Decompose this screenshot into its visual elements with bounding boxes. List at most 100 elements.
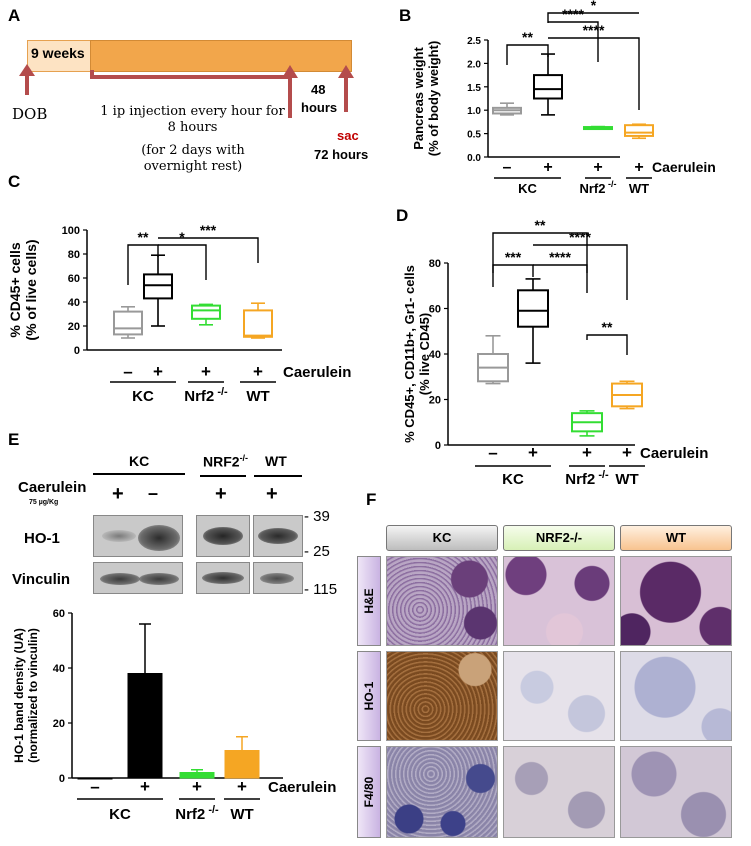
t72-label: 72 hours <box>314 147 369 162</box>
chart-c: 0 20 40 60 80 100 % CD45+ cells(% of live cell… <box>7 222 351 405</box>
significance-bracket <box>533 244 628 300</box>
y-tick-label: 40 <box>429 349 441 361</box>
group-label: Nrf2 -/- <box>175 804 219 823</box>
blot-sign-4: + <box>266 483 278 505</box>
histo-f480-wt <box>620 746 732 838</box>
bar <box>224 750 260 779</box>
histo-row-he: H&E <box>357 556 381 646</box>
y-tick-label: 0 <box>59 773 65 785</box>
injection-text: 1 ip injection every hour for 8 hours <box>100 104 285 135</box>
significance-bracket <box>547 12 639 23</box>
caerulein-sign: + <box>140 777 150 796</box>
box-body <box>517 289 549 328</box>
blot-kc-label: KC <box>129 453 150 469</box>
significance-label: *** <box>200 222 217 238</box>
panel-c-label: C <box>8 172 21 191</box>
caerulein-sign: + <box>634 159 643 176</box>
histo-row-f480: F4/80 <box>357 746 381 838</box>
histo-f480-kc <box>386 746 498 838</box>
blot-wt-label: WT <box>265 453 287 469</box>
histo-ho1-nrf2 <box>503 651 615 741</box>
group-label: KC <box>109 806 131 823</box>
significance-label: ** <box>535 217 546 233</box>
significance-label: ** <box>602 319 613 335</box>
caerulein-sign: – <box>90 777 99 796</box>
histo-ho1-kc <box>386 651 498 741</box>
blot-nrf2-text: NRF2 <box>203 453 240 470</box>
y-tick-label: 80 <box>429 258 441 270</box>
significance-label: *** <box>505 249 522 265</box>
blot-caerulein-label: Caerulein <box>18 479 87 496</box>
y-tick-label: 40 <box>68 297 80 309</box>
dob-label: DOB <box>12 105 48 123</box>
y-tick-label: 100 <box>62 225 80 237</box>
histo-header-kc: KC <box>386 525 498 551</box>
y-tick-label: 60 <box>53 608 65 620</box>
histo-row-ho1-label: HO-1 <box>362 681 376 711</box>
chart-e: 0 20 40 60 HO-1 band density (UA)(normalized… <box>12 608 336 823</box>
y-tick-label: 0 <box>74 345 80 357</box>
panel-a-label: A <box>8 6 21 25</box>
y-tick-label: 2.0 <box>467 59 481 70</box>
blot-vinculin-wt <box>253 562 303 594</box>
significance-label: **** <box>583 22 605 38</box>
t48b-label: hours <box>301 100 338 115</box>
group-label: KC <box>132 388 154 405</box>
caerulein-sign: + <box>237 777 247 796</box>
blot-vinculin-kc <box>93 562 183 594</box>
bar <box>77 777 113 780</box>
blot-ho1-kc <box>93 515 183 557</box>
y-tick-label: 1.0 <box>467 106 481 117</box>
y-tick-label: 60 <box>68 273 80 285</box>
group-label: WT <box>629 181 649 196</box>
timeline-bar <box>90 40 352 72</box>
sac-label: sac <box>337 128 359 143</box>
mw-39: - 39 <box>304 508 330 525</box>
caerulein-sign: + <box>593 159 602 176</box>
group-label: KC <box>518 181 537 196</box>
bar <box>127 673 163 779</box>
significance-label: * <box>179 229 185 245</box>
significance-label: **** <box>569 229 591 245</box>
y-axis-label: Pancreas weight(% of body weight) <box>411 41 441 157</box>
y-tick-label: 60 <box>429 304 441 316</box>
y-tick-label: 0 <box>435 440 441 452</box>
blot-ho1-wt <box>253 515 303 557</box>
t48-label: 48 <box>311 82 326 97</box>
group-label: Nrf2 -/- <box>565 469 609 488</box>
schedule-text: (for 2 days with overnight rest) <box>141 143 245 174</box>
caerulein-sign: + <box>153 362 163 381</box>
y-tick-label: 40 <box>53 663 65 675</box>
histo-f480-nrf2 <box>503 746 615 838</box>
significance-label: ** <box>138 229 149 245</box>
chart-d: 0 20 40 60 80% CD45+, CD11b+, Gr1- cells(% l… <box>402 217 708 488</box>
caerulein-sign: – <box>123 362 132 381</box>
group-label: WT <box>246 388 269 405</box>
caerulein-sign: + <box>622 443 632 462</box>
panel-b-label: B <box>399 6 412 25</box>
box-body <box>624 124 654 137</box>
significance-bracket <box>492 264 534 287</box>
group-label: KC <box>502 471 524 488</box>
histo-he-kc <box>386 556 498 646</box>
y-tick-label: 80 <box>68 249 80 261</box>
histo-header-nrf2: NRF2-/- <box>503 525 615 551</box>
significance-bracket <box>158 244 207 280</box>
box-body <box>191 304 221 320</box>
significance-label: ** <box>522 29 533 45</box>
blot-sign-3: + <box>215 483 227 505</box>
significance-label: **** <box>562 6 584 22</box>
histo-he-nrf2 <box>503 556 615 646</box>
blot-nrf2-label: NRF2-/- <box>203 453 248 470</box>
caerulein-label: Caerulein <box>640 445 708 462</box>
histo-row-f480-label: F4/80 <box>362 776 376 808</box>
panel-e-label: E <box>8 430 20 449</box>
caerulein-sign: – <box>488 443 497 462</box>
caerulein-sign: + <box>543 159 552 176</box>
significance-bracket <box>533 264 588 293</box>
y-tick-label: 20 <box>68 321 80 333</box>
blot-sign-1: + <box>112 483 124 505</box>
caerulein-sign: + <box>582 443 592 462</box>
caerulein-label: Caerulein <box>652 159 716 175</box>
blot-kc-line <box>93 473 185 475</box>
